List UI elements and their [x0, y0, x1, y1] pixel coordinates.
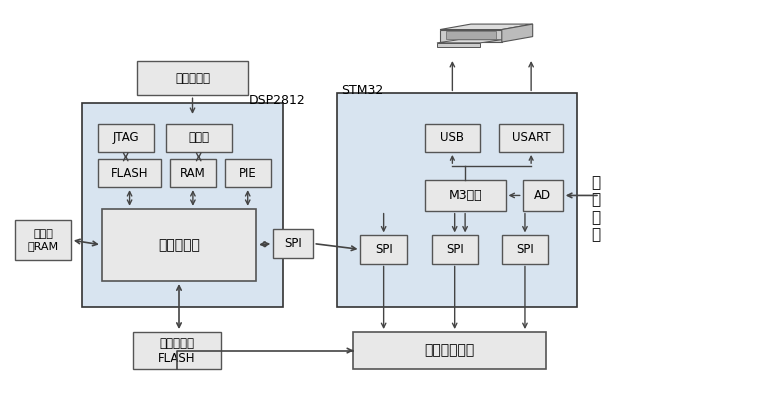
Bar: [522, 180, 563, 211]
Polygon shape: [440, 30, 501, 42]
Text: AD: AD: [534, 189, 551, 202]
Text: SPI: SPI: [516, 243, 534, 256]
Text: PIE: PIE: [239, 167, 257, 180]
Polygon shape: [437, 40, 501, 43]
Polygon shape: [501, 24, 532, 42]
Bar: [133, 332, 222, 369]
Bar: [166, 124, 232, 152]
Bar: [82, 103, 283, 307]
Bar: [432, 235, 478, 264]
Bar: [353, 332, 546, 369]
Bar: [425, 180, 505, 211]
Bar: [170, 159, 216, 187]
Bar: [337, 93, 577, 307]
Text: 电
磁
噪
声: 电 磁 噪 声: [591, 175, 601, 242]
Text: JTAG: JTAG: [112, 132, 139, 145]
Bar: [102, 209, 257, 281]
Text: RAM: RAM: [180, 167, 206, 180]
Polygon shape: [446, 31, 495, 39]
Bar: [425, 124, 480, 152]
Bar: [501, 235, 548, 264]
Bar: [225, 159, 271, 187]
Text: 看门狗: 看门狗: [188, 132, 209, 145]
Bar: [136, 61, 249, 95]
Text: 电源管理器: 电源管理器: [175, 72, 210, 85]
Text: USB: USB: [440, 132, 464, 145]
Text: 外扩存储器
FLASH: 外扩存储器 FLASH: [158, 336, 196, 364]
Text: M3内核: M3内核: [448, 189, 482, 202]
Bar: [360, 235, 407, 264]
Polygon shape: [440, 24, 532, 30]
Text: SPI: SPI: [446, 243, 463, 256]
Text: SPI: SPI: [375, 243, 392, 256]
Text: DSP2812: DSP2812: [249, 94, 305, 107]
Text: SPI: SPI: [284, 237, 302, 250]
Bar: [499, 124, 563, 152]
Bar: [274, 229, 313, 258]
Bar: [98, 124, 153, 152]
Text: USART: USART: [512, 132, 550, 145]
Text: 高压驱动电路: 高压驱动电路: [424, 344, 474, 357]
Text: FLASH: FLASH: [111, 167, 148, 180]
Bar: [98, 159, 161, 187]
Text: STM32: STM32: [341, 84, 384, 97]
Text: 外扩内
存RAM: 外扩内 存RAM: [28, 229, 59, 251]
Bar: [16, 221, 71, 260]
Polygon shape: [437, 43, 480, 47]
Text: 中央处理器: 中央处理器: [158, 238, 200, 252]
